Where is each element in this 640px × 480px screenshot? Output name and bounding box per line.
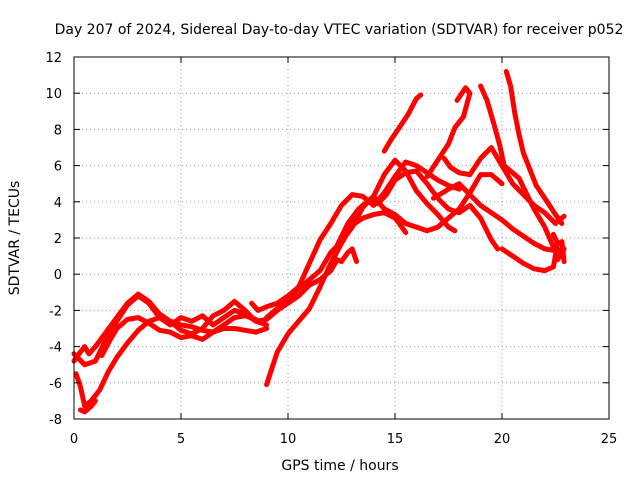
plot-series bbox=[71, 69, 567, 415]
y-tick-label: 10 bbox=[45, 87, 62, 102]
y-tick-label: -4 bbox=[49, 341, 62, 356]
series-arc-15 bbox=[478, 83, 567, 264]
y-tick-label: -6 bbox=[49, 377, 62, 392]
y-tick-label: 2 bbox=[54, 232, 62, 247]
y-tick-label: 0 bbox=[54, 268, 62, 283]
chart-title: Day 207 of 2024, Sidereal Day-to-day VTE… bbox=[55, 22, 624, 38]
y-tick-label: 8 bbox=[54, 123, 62, 138]
x-tick-label: 0 bbox=[70, 432, 78, 447]
y-tick-label: 12 bbox=[45, 51, 62, 66]
series-arc-5 bbox=[77, 398, 98, 415]
series-arc-16 bbox=[503, 69, 565, 226]
y-tick-label: -8 bbox=[49, 413, 62, 428]
x-tick-label: 25 bbox=[601, 432, 618, 447]
series-arc-11 bbox=[381, 92, 424, 154]
x-tick-label: 20 bbox=[494, 432, 511, 447]
series-arc-8 bbox=[264, 210, 409, 388]
y-tick-label: 4 bbox=[54, 196, 62, 211]
axis-ticks: 0 5 10 15 20 25 -8 -6 -4 -2 0 2 4 6 8 10 12 bbox=[45, 51, 617, 447]
x-tick-label: 5 bbox=[177, 432, 185, 447]
series-arc-12 bbox=[424, 85, 473, 179]
series-arc-17 bbox=[499, 231, 561, 274]
series-arc-6 bbox=[264, 172, 505, 321]
grid bbox=[74, 57, 609, 419]
series-arc-2 bbox=[71, 246, 359, 364]
series-arc-1 bbox=[71, 293, 270, 368]
x-tick-label: 10 bbox=[280, 432, 297, 447]
series-arc-3 bbox=[99, 315, 270, 359]
y-tick-label: -2 bbox=[49, 304, 62, 319]
series-arc-10 bbox=[360, 157, 458, 234]
y-axis-label: SDTVAR / TECUs bbox=[7, 181, 23, 296]
series-arc-4 bbox=[73, 313, 259, 409]
series-arc-14 bbox=[431, 181, 567, 263]
x-axis-label: GPS time / hours bbox=[281, 458, 398, 474]
series-arc-7 bbox=[249, 159, 462, 313]
y-tick-label: 6 bbox=[54, 160, 62, 175]
x-tick-label: 15 bbox=[387, 432, 404, 447]
